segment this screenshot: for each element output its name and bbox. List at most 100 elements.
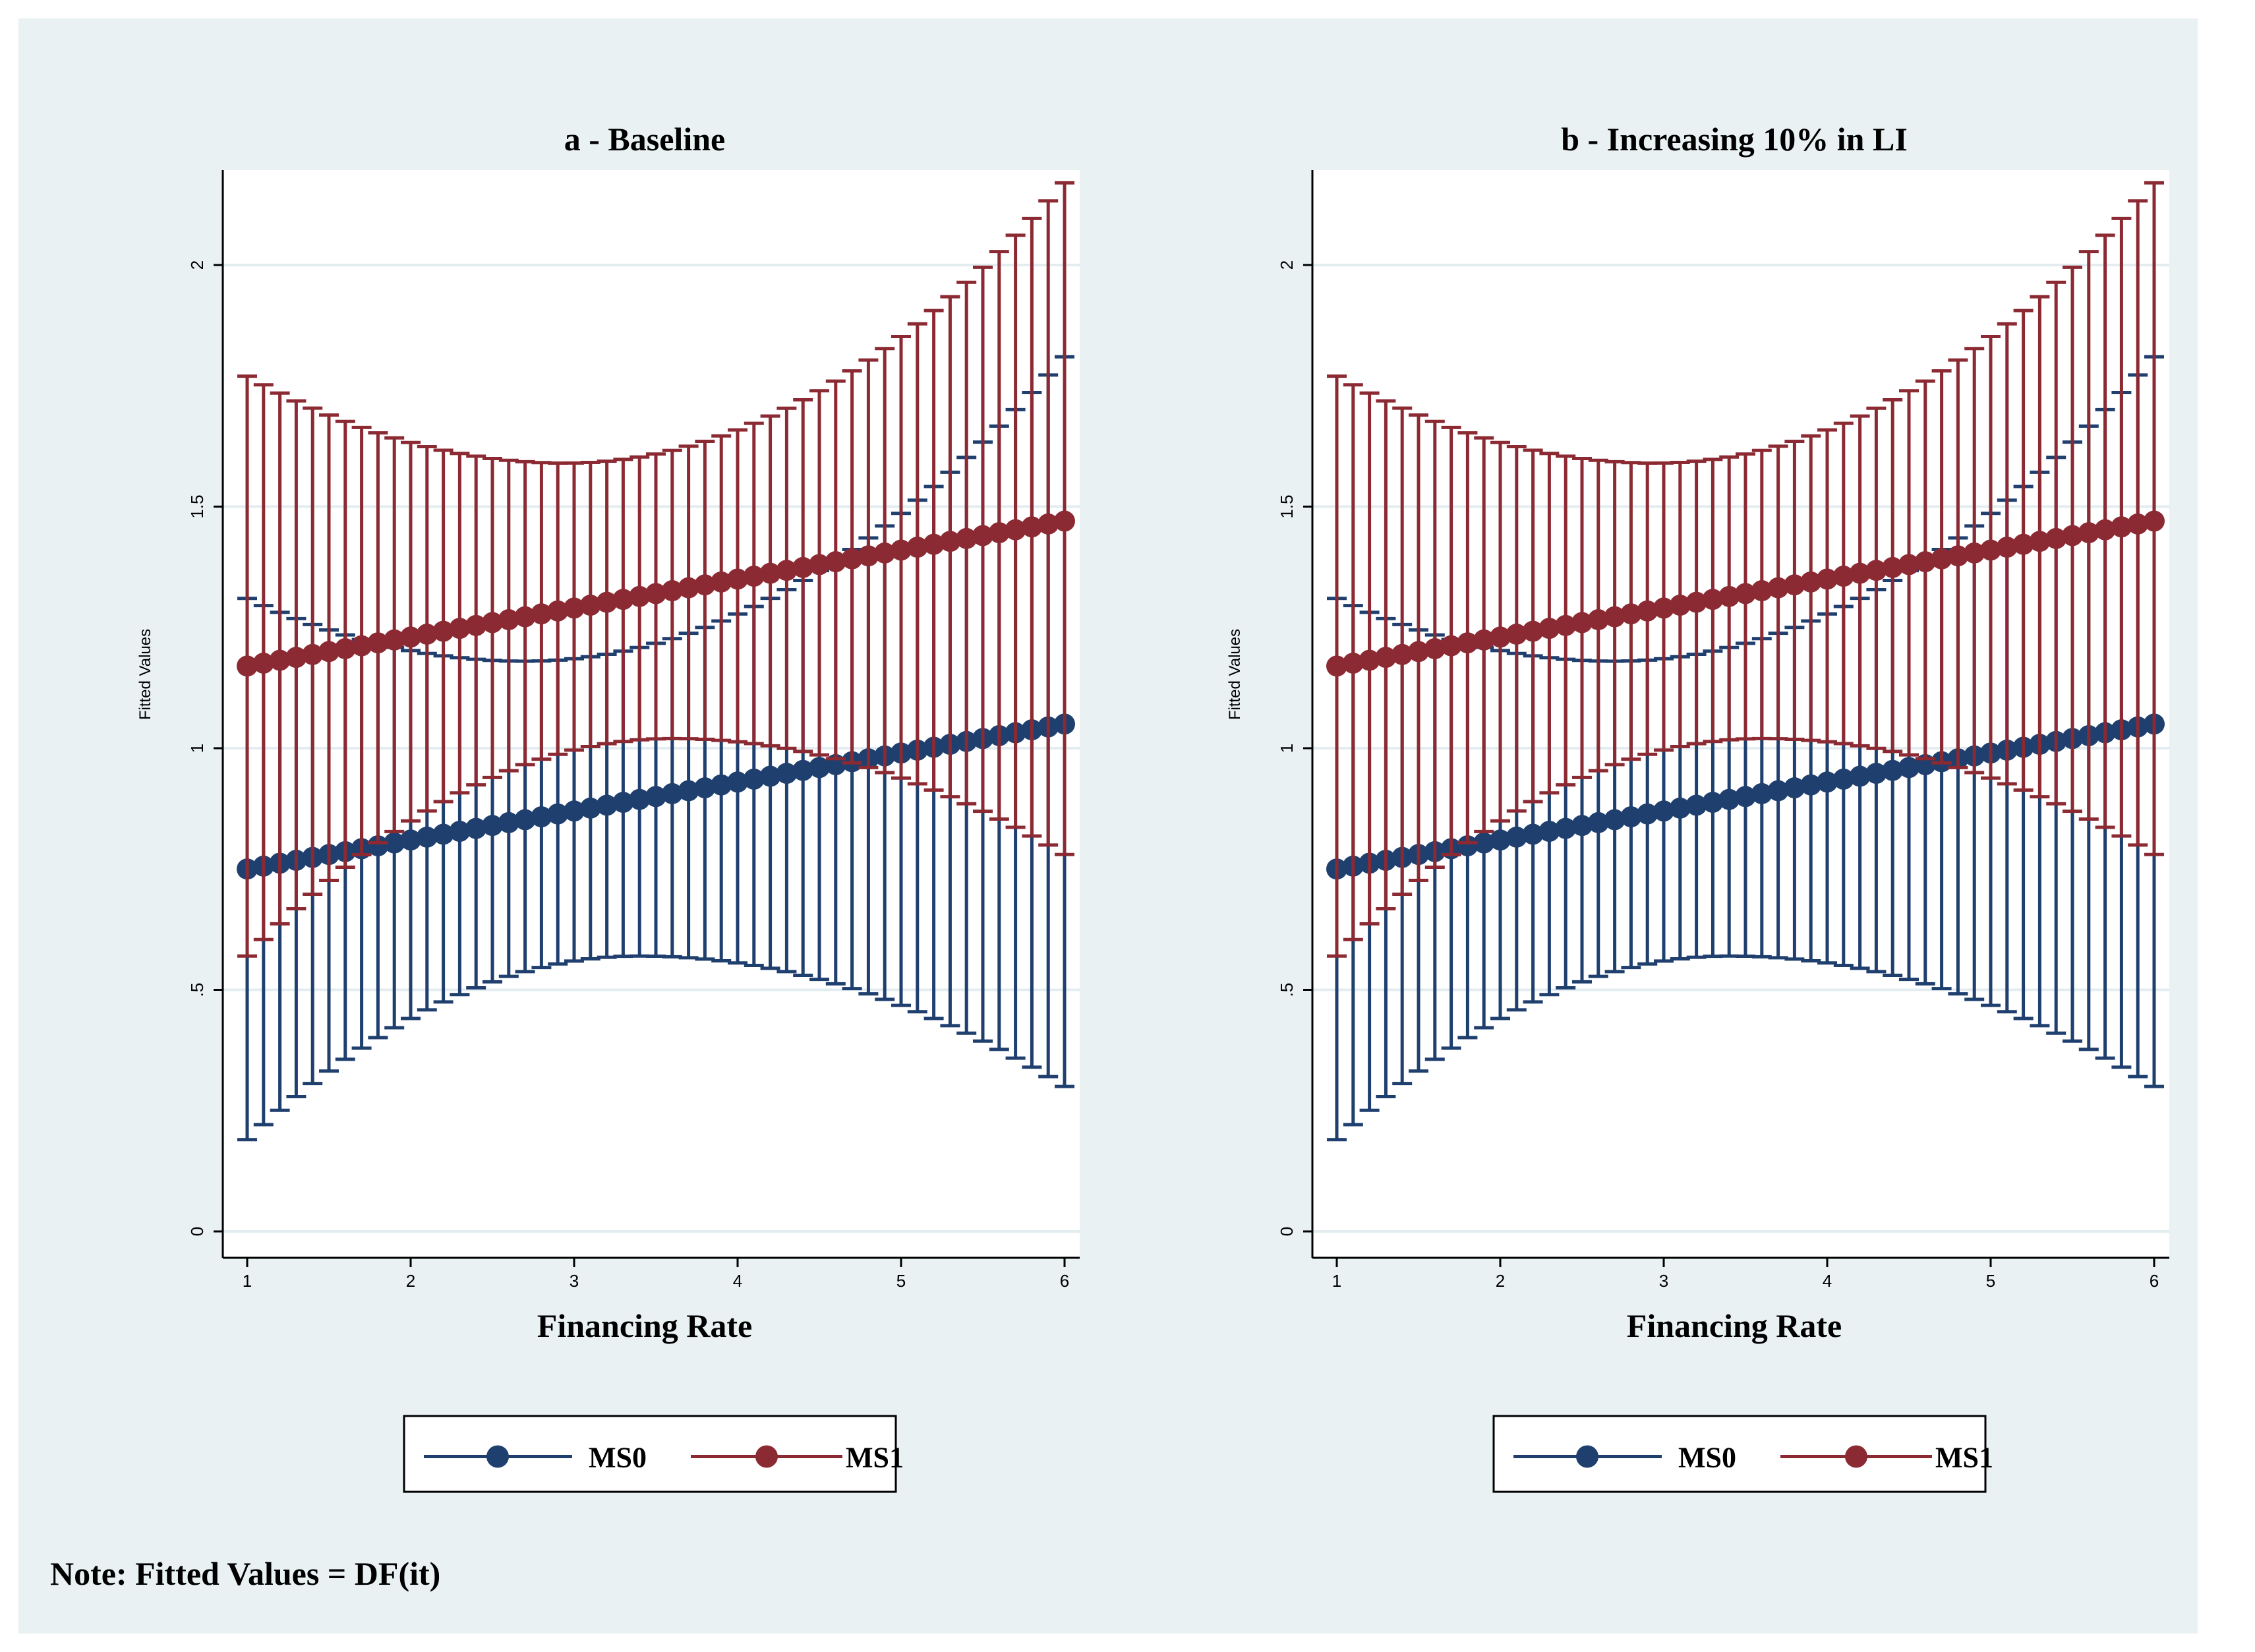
fitted-point <box>661 782 683 804</box>
fitted-point <box>1637 600 1658 622</box>
fitted-point <box>1947 545 1969 567</box>
x-tick-label: 3 <box>1659 1271 1668 1291</box>
y-tick-label: 1 <box>187 744 207 753</box>
plot-area <box>1312 170 2169 1258</box>
fitted-point <box>514 606 536 628</box>
fitted-point <box>1637 803 1658 825</box>
fitted-point <box>1832 768 1854 790</box>
fitted-point <box>2078 522 2099 544</box>
fitted-point <box>579 595 601 616</box>
fitted-point <box>1685 591 1707 613</box>
legend-label-ms1: MS1 <box>846 1442 904 1474</box>
fitted-point <box>531 806 552 828</box>
fitted-point <box>449 821 471 842</box>
fitted-point <box>1571 815 1593 837</box>
fitted-point <box>645 786 666 808</box>
fitted-point <box>727 568 748 590</box>
fitted-point <box>2045 527 2067 549</box>
series-ms1 <box>237 181 1075 958</box>
fitted-point <box>1522 823 1544 845</box>
legend-marker-ms0 <box>1576 1445 1598 1468</box>
fitted-point <box>1849 765 1871 787</box>
fitted-point <box>564 800 585 822</box>
fitted-point <box>1375 647 1397 668</box>
fitted-point <box>776 763 798 784</box>
fitted-point <box>1021 516 1043 538</box>
fitted-point <box>367 632 389 654</box>
fitted-point <box>1555 614 1577 636</box>
fitted-point <box>727 771 748 793</box>
figure-note: Note: Fitted Values = DF(it) <box>50 1555 441 1592</box>
fitted-point <box>1538 618 1560 639</box>
fitted-point <box>1735 786 1756 808</box>
fitted-point <box>1326 655 1347 677</box>
x-tick-label: 5 <box>896 1271 906 1291</box>
fitted-point <box>1506 826 1527 848</box>
fitted-point <box>1882 556 1904 578</box>
fitted-point <box>2062 525 2083 546</box>
y-tick-label: .5 <box>187 983 207 997</box>
fitted-point <box>2127 513 2149 535</box>
fitted-point <box>1718 788 1740 810</box>
fitted-point <box>1604 809 1625 831</box>
fitted-point <box>498 609 519 631</box>
fitted-point <box>384 832 405 854</box>
legend: MS0 MS1 <box>403 1415 904 1493</box>
fitted-point <box>1735 583 1756 605</box>
fitted-point <box>2029 531 2051 552</box>
fitted-point <box>400 829 421 851</box>
x-tick-label: 3 <box>570 1271 579 1291</box>
y-tick-label: 2 <box>1277 260 1297 270</box>
fitted-point <box>1865 763 1887 784</box>
fitted-point <box>1054 510 1075 532</box>
fitted-point <box>678 577 699 599</box>
fitted-point <box>302 643 324 665</box>
fitted-point <box>629 788 651 810</box>
fitted-point <box>841 548 863 570</box>
fitted-point <box>906 537 928 558</box>
fitted-point <box>776 560 798 581</box>
fitted-point <box>1980 539 2001 561</box>
fitted-point <box>2012 533 2034 555</box>
figure-background: 0.5 1 1.5 2 1 2 3 4 5 6 a - Baseline Financing Rate… <box>18 18 2198 1634</box>
fitted-point <box>1424 638 1446 660</box>
x-tick-label: 4 <box>733 1271 742 1291</box>
fitted-point <box>2111 516 2132 538</box>
fitted-point <box>1440 635 1462 657</box>
x-axis-label: Financing Rate <box>1627 1307 1842 1344</box>
fitted-point <box>743 768 765 790</box>
fitted-point <box>923 533 945 555</box>
fitted-point <box>1490 829 1511 851</box>
x-tick-label: 1 <box>1332 1271 1341 1291</box>
fitted-point <box>678 780 699 802</box>
fitted-point <box>1784 777 1805 799</box>
fitted-point <box>1457 632 1479 654</box>
fitted-point <box>1996 537 2018 558</box>
fitted-point <box>1817 771 1838 793</box>
x-tick-label: 4 <box>1823 1271 1832 1291</box>
fitted-point <box>809 757 830 779</box>
y-tick-label: .5 <box>1277 983 1297 997</box>
fitted-point <box>318 641 339 663</box>
x-tick-label: 5 <box>1986 1271 1995 1291</box>
fitted-point <box>891 539 912 561</box>
fitted-point <box>1898 554 1919 575</box>
fitted-point <box>1653 597 1674 619</box>
fitted-point <box>1571 612 1593 634</box>
fitted-point <box>285 647 307 668</box>
fitted-point <box>1832 566 1854 587</box>
fitted-point <box>482 612 503 634</box>
fitted-point <box>1457 835 1479 857</box>
y-tick-label: 0 <box>187 1227 207 1236</box>
fitted-point <box>432 823 454 845</box>
y-axis-label: Fitted Values <box>1226 629 1244 720</box>
plot-area <box>223 170 1080 1258</box>
legend-label-ms0: MS0 <box>1678 1442 1736 1474</box>
y-tick-label: 2 <box>187 260 207 270</box>
fitted-point <box>1408 641 1429 663</box>
chart-panel-increasing-li: 0 .5 1 1.5 2 1 2 3 4 5 6 b - Increasing 10% in LI Fi… <box>1226 121 2169 1493</box>
fitted-point <box>1882 759 1904 781</box>
fitted-point <box>449 618 471 639</box>
fitted-point <box>1490 626 1511 648</box>
fitted-point <box>825 551 846 573</box>
